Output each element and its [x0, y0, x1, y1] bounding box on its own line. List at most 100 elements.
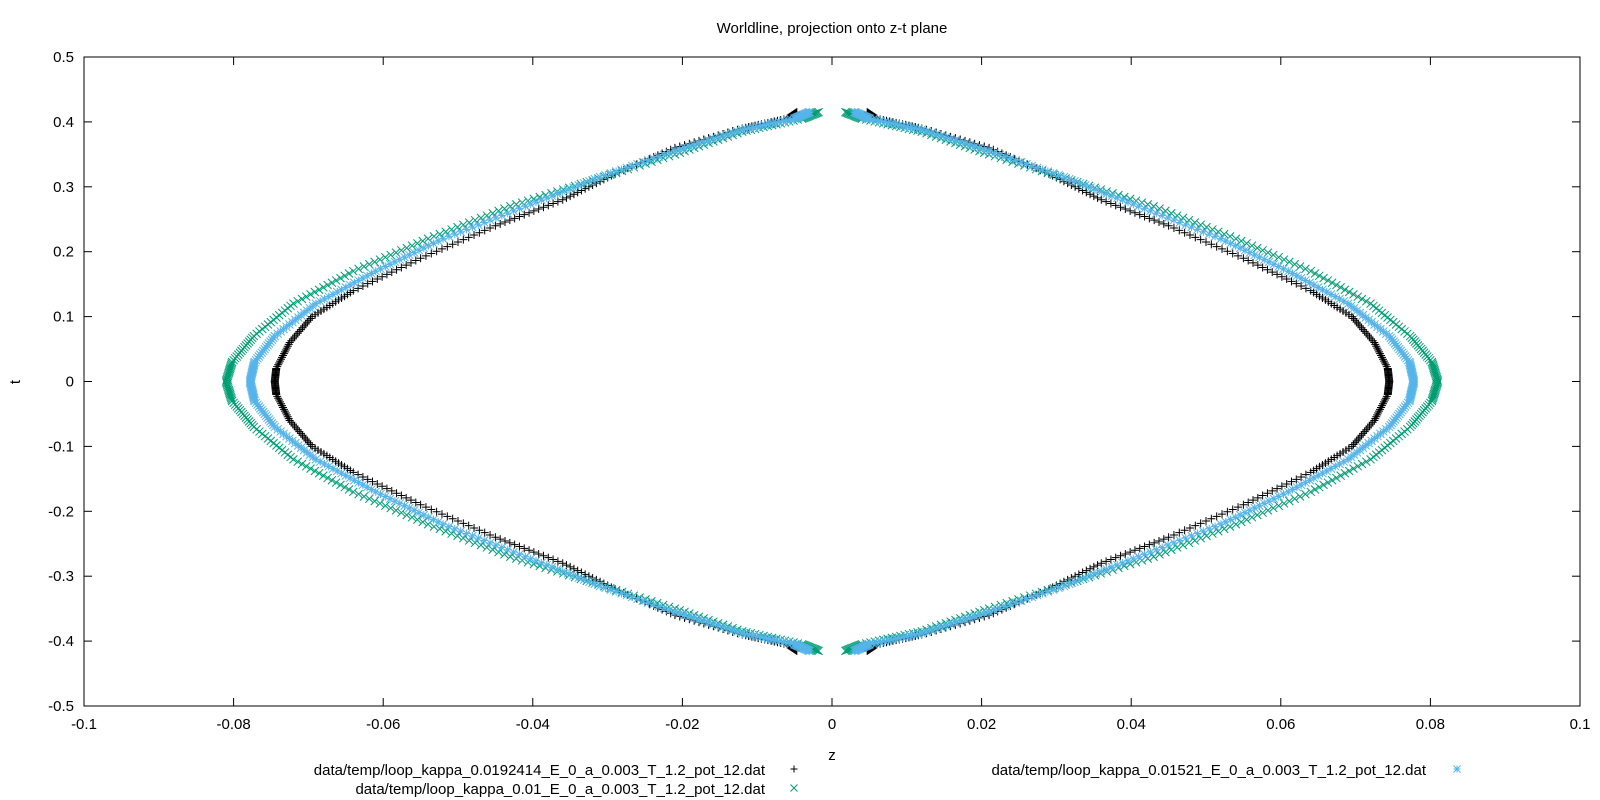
data-point: [549, 199, 558, 208]
data-point: [395, 499, 405, 508]
data-point: [1191, 521, 1200, 530]
data-point: [1175, 528, 1184, 537]
data-point: [1204, 524, 1214, 534]
data-point: [413, 515, 422, 524]
y-tick-label: -0.1: [48, 438, 74, 455]
data-point: [1118, 558, 1128, 568]
data-point: [573, 188, 582, 197]
x-tick-label: 0.1: [1570, 716, 1591, 733]
data-point: [611, 167, 621, 176]
data-point: [1169, 530, 1178, 539]
data-point: [1181, 220, 1191, 230]
data-point: [454, 237, 462, 246]
data-point: [506, 201, 515, 211]
data-point: [542, 193, 552, 203]
data-point: [1011, 156, 1021, 165]
data-point: [443, 512, 452, 521]
data-point: [1054, 583, 1063, 593]
data-point: [416, 254, 425, 263]
data-point: [297, 459, 307, 469]
data-point: [1236, 517, 1246, 527]
data-point: [1301, 478, 1310, 487]
series-2: [245, 107, 1419, 656]
data-point: [1116, 551, 1125, 560]
data-point: [1269, 494, 1279, 504]
data-point: [1184, 215, 1194, 225]
data-point: [1059, 581, 1069, 591]
data-point: [282, 410, 291, 419]
data-point: [990, 602, 1000, 612]
data-point: [1295, 262, 1305, 271]
data-point: [390, 496, 400, 506]
data-point: [1226, 239, 1235, 248]
data-point: [453, 222, 462, 232]
data-point: [1169, 224, 1178, 233]
data-point: [491, 221, 500, 230]
data-point: [1380, 358, 1389, 367]
data-point: [1228, 249, 1237, 258]
data-point: [549, 555, 558, 564]
data-point: [813, 108, 822, 117]
data-point: [304, 438, 313, 447]
data-point: [951, 618, 960, 627]
data-point: [1336, 283, 1345, 292]
data-point: [680, 610, 689, 620]
data-point: [1146, 547, 1155, 557]
data-point: [1111, 553, 1120, 562]
data-point: [1323, 478, 1333, 487]
data-point: [941, 132, 951, 142]
data-point: [898, 632, 908, 642]
data-point: [292, 331, 301, 340]
data-point: [536, 195, 546, 205]
data-point: [1064, 579, 1074, 589]
data-point: [1038, 588, 1047, 598]
data-point: [1283, 266, 1293, 276]
data-point: [1086, 564, 1095, 573]
data-point: [387, 268, 396, 277]
data-point: [569, 183, 578, 192]
data-point: [323, 280, 332, 290]
data-point: [1380, 396, 1389, 405]
data-point: [876, 637, 885, 647]
data-point: [1011, 598, 1021, 607]
data-point: [1107, 562, 1117, 572]
data-point: [1353, 292, 1363, 302]
data-point: [975, 143, 984, 153]
data-point: [1239, 500, 1248, 509]
data-point: [319, 283, 328, 292]
data-point: [1102, 197, 1111, 206]
data-point: [359, 262, 369, 271]
data-point: [850, 646, 859, 656]
data-point: [515, 550, 524, 559]
data-point: [304, 316, 313, 325]
data-point: [542, 560, 552, 570]
data-point: [1213, 526, 1223, 536]
data-point: [1309, 280, 1319, 290]
data-point: [1343, 455, 1353, 464]
data-point: [569, 190, 578, 199]
data-point: [1268, 268, 1277, 277]
data-point: [1273, 270, 1282, 279]
data-point: [1263, 248, 1273, 257]
data-point: [1258, 508, 1267, 518]
data-point: [737, 628, 747, 638]
data-point: [297, 294, 307, 304]
data-point: [902, 632, 912, 641]
data-point: [1184, 538, 1194, 548]
data-point: [418, 517, 428, 527]
data-point: [1202, 531, 1211, 541]
data-point: [786, 115, 796, 124]
data-point: [1340, 285, 1350, 295]
data-point: [1301, 470, 1310, 479]
data-point: [462, 529, 471, 538]
data-point: [1268, 503, 1278, 513]
data-point: [1258, 263, 1267, 272]
x-tick-label: -0.08: [216, 716, 250, 733]
data-point: [405, 503, 414, 513]
data-point: [503, 208, 513, 218]
data-point: [520, 552, 530, 562]
data-point: [382, 270, 391, 279]
data-point: [927, 128, 936, 138]
data-point: [723, 129, 733, 139]
data-point: [1381, 394, 1390, 403]
